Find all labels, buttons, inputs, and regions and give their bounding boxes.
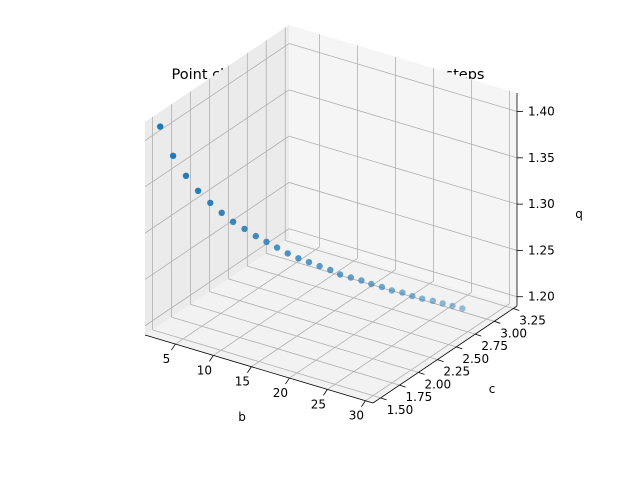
y-axis-line (372, 305, 518, 404)
y-tick-mark (494, 320, 501, 324)
axes-edges (144, 93, 518, 404)
x-tick-label: 10 (197, 363, 212, 377)
z-grid-back (288, 43, 518, 112)
y-tick-mark (475, 333, 482, 337)
x-tick-mark (285, 377, 290, 385)
data-point (409, 292, 416, 300)
y-grid-floor (190, 303, 419, 373)
x-tick-mark (171, 343, 176, 351)
floor-pane (145, 238, 517, 403)
z-grid-left (144, 228, 290, 327)
y-tick-mark (513, 308, 520, 311)
x-tick-mark (361, 400, 366, 407)
x-tick-label: 5 (163, 352, 171, 366)
y-tick-label: 2.25 (443, 365, 470, 379)
data-point (182, 172, 190, 179)
z-grid-back (288, 228, 518, 298)
y-tick-label: 1.50 (387, 403, 414, 417)
z-grid-left (144, 182, 290, 280)
y-grid-floor (228, 278, 457, 348)
data-point (284, 250, 291, 257)
x-grid-floor (365, 303, 510, 402)
data-point (241, 225, 248, 233)
y-axis-label: c (489, 382, 496, 396)
y-grid-floor (247, 265, 476, 335)
z-tick-label: 1.30 (528, 197, 555, 211)
z-grid-back (288, 182, 518, 251)
axes-panes (145, 25, 517, 403)
y-tick-mark (380, 397, 387, 401)
back-pane (289, 25, 517, 306)
x-axis-line (144, 334, 374, 404)
x-tick-mark (247, 366, 252, 373)
x-tick-mark (209, 355, 214, 362)
x-grid-floor (327, 292, 472, 390)
z-grid-back (288, 135, 518, 205)
y-tick-mark (456, 346, 463, 350)
y-grid-floor (171, 316, 400, 386)
y-tick-label: 3.00 (500, 326, 527, 340)
x-grid-floor (175, 246, 320, 345)
x-tick-mark (323, 389, 328, 396)
y-tick-label: 2.75 (481, 339, 508, 353)
data-point (263, 238, 270, 245)
z-tick-label: 1.40 (528, 105, 555, 119)
z-grid-back (288, 89, 518, 159)
z-grid-left (144, 135, 290, 234)
z-tick-label: 1.20 (528, 290, 555, 304)
z-tick-label: 1.25 (528, 243, 555, 257)
x-tick-label: 20 (273, 386, 288, 400)
y-tick-mark (437, 359, 444, 362)
y-grid-floor (209, 291, 438, 360)
data-point (169, 152, 177, 159)
data-point (295, 255, 302, 262)
data-point (419, 295, 426, 302)
data-point (439, 300, 446, 307)
y-tick-mark (418, 371, 425, 375)
x-tick-label: 25 (311, 397, 326, 411)
axes-ticks: 5 10 15 20 25 30 1.501.752.002.252.502.753.003… (163, 105, 555, 423)
data-point (368, 280, 375, 288)
data-point (429, 297, 436, 304)
scatter-points (157, 123, 466, 312)
left-pane (145, 25, 289, 335)
y-grid-floor (152, 329, 381, 399)
y-tick-label: 2.50 (462, 352, 489, 366)
data-point (336, 271, 344, 278)
data-point (459, 305, 466, 312)
y-tick-mark (399, 384, 406, 388)
data-point (399, 289, 406, 296)
x-tick-label: 15 (235, 375, 250, 389)
data-point (449, 302, 456, 310)
data-point (358, 277, 365, 284)
data-point (327, 266, 334, 274)
x-grid-floor (213, 258, 358, 356)
data-point (207, 199, 214, 207)
x-axis-label: b (238, 410, 246, 424)
y-tick-label: 1.75 (406, 390, 433, 404)
data-point (388, 287, 395, 294)
z-grid-left (144, 89, 290, 188)
z-axis-label: q (575, 207, 583, 221)
y-tick-label: 3.25 (519, 314, 546, 328)
data-point (218, 209, 225, 216)
data-point (273, 244, 281, 251)
data-point (347, 274, 354, 281)
x-tick-label: 30 (349, 409, 364, 423)
y-grid-floor (285, 240, 514, 309)
z-tick-label: 1.35 (528, 151, 555, 165)
data-point (252, 232, 259, 240)
data-point (378, 283, 386, 291)
z-grid-left (144, 43, 290, 141)
data-point (229, 218, 237, 225)
data-point (157, 123, 164, 130)
data-point (316, 262, 323, 270)
data-point (305, 259, 313, 266)
data-point (194, 187, 202, 194)
y-tick-label: 2.00 (424, 377, 451, 391)
